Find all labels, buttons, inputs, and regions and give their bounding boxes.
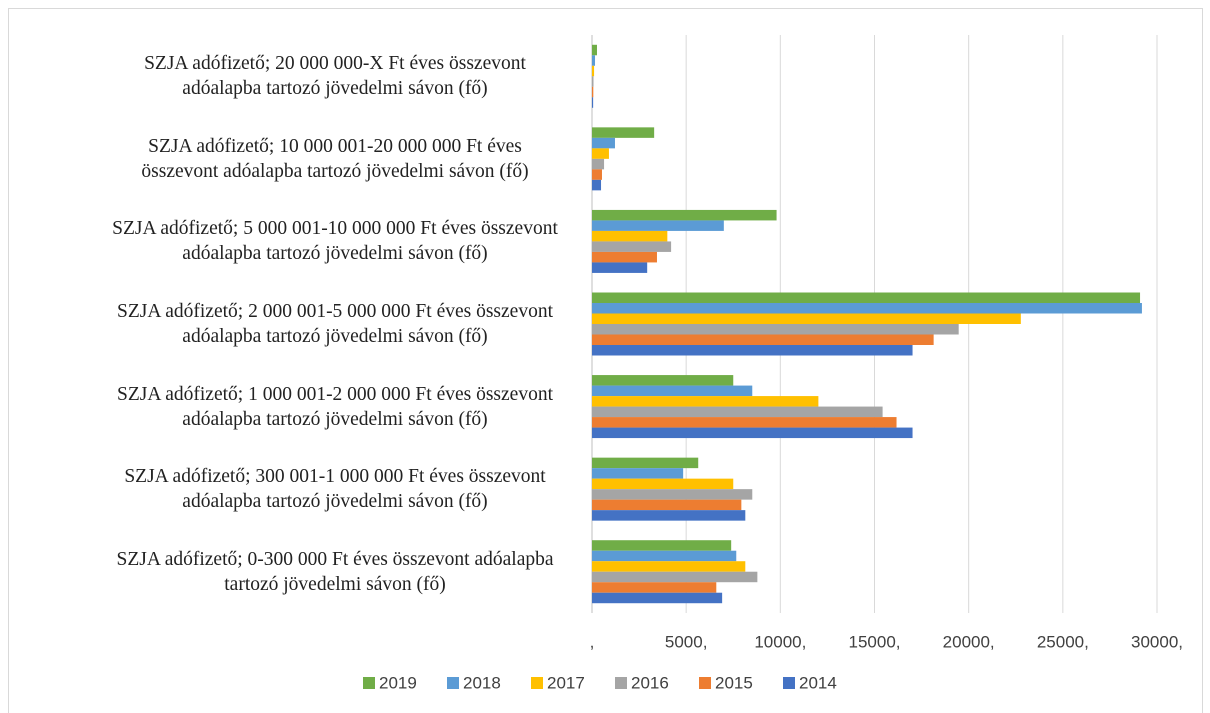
legend-swatch <box>531 677 543 689</box>
bar <box>592 550 737 562</box>
y-tick-label: SZJA adófizető; 300 001-1 000 000 Ft éve… <box>124 466 546 513</box>
bar <box>592 457 699 469</box>
bar <box>592 292 1141 303</box>
legend-swatch <box>363 677 375 689</box>
bar <box>592 262 648 273</box>
legend-swatch <box>783 677 795 689</box>
y-tick-label: SZJA adófizető; 2 000 001-5 000 000 Ft é… <box>117 301 553 347</box>
bar <box>592 571 758 583</box>
y-tick-label: SZJA adófizető; 5 000 001-10 000 000 Ft … <box>112 218 558 265</box>
bar <box>592 76 594 87</box>
legend-label: 2019 <box>379 673 417 692</box>
legend-label: 2016 <box>631 673 669 692</box>
bar <box>592 478 734 490</box>
x-tick-label: 5000, <box>665 632 708 651</box>
bar <box>592 86 594 98</box>
y-tick-label: SZJA adófizető; 0-300 000 Ft éves összev… <box>116 548 554 595</box>
bar <box>592 417 897 428</box>
bar <box>592 510 746 521</box>
chart-border <box>8 8 1203 713</box>
bar <box>592 385 753 397</box>
bar <box>592 334 934 345</box>
y-tick-label: SZJA adófizető; 20 000 000-X Ft éves öss… <box>144 53 526 100</box>
bar <box>592 303 1142 314</box>
bar <box>592 540 732 551</box>
bar <box>592 375 734 386</box>
x-tick-label: , <box>590 632 595 651</box>
bar <box>592 230 668 242</box>
bar <box>592 251 657 263</box>
bar <box>592 209 777 221</box>
bar <box>592 241 672 252</box>
legend-label: 2015 <box>715 673 753 692</box>
bar <box>592 582 717 593</box>
bar <box>592 396 819 407</box>
bar <box>592 427 913 439</box>
x-tick-label: 30000, <box>1131 632 1183 651</box>
legend-label: 2017 <box>547 673 585 692</box>
bar <box>592 489 753 500</box>
x-tick-label: 25000, <box>1037 632 1089 651</box>
bar <box>592 561 746 572</box>
bar <box>592 65 595 77</box>
bar <box>592 44 597 56</box>
legend-swatch <box>447 677 459 689</box>
legend-label: 2014 <box>799 673 837 692</box>
bar <box>592 220 724 231</box>
legend-label: 2018 <box>463 673 501 692</box>
bar <box>592 468 684 479</box>
x-tick-label: 15000, <box>849 632 901 651</box>
bar <box>592 137 615 149</box>
bar <box>592 169 602 180</box>
bar <box>592 158 605 170</box>
bar <box>592 179 602 191</box>
legend-swatch <box>699 677 711 689</box>
x-tick-label: 10000, <box>754 632 806 651</box>
y-tick-label: SZJA adófizető; 10 000 001-20 000 000 Ft… <box>141 135 529 182</box>
bar <box>592 97 594 108</box>
bar <box>592 499 742 511</box>
x-tick-label: 20000, <box>943 632 995 651</box>
bar <box>592 127 655 138</box>
bar <box>592 324 959 335</box>
bar <box>592 345 913 356</box>
bar <box>592 55 596 66</box>
bar <box>592 592 723 604</box>
bar <box>592 148 609 159</box>
legend-swatch <box>615 677 627 689</box>
bar <box>592 406 883 418</box>
bar <box>592 313 1021 324</box>
y-tick-label: SZJA adófizető; 1 000 001-2 000 000 Ft é… <box>117 383 553 430</box>
